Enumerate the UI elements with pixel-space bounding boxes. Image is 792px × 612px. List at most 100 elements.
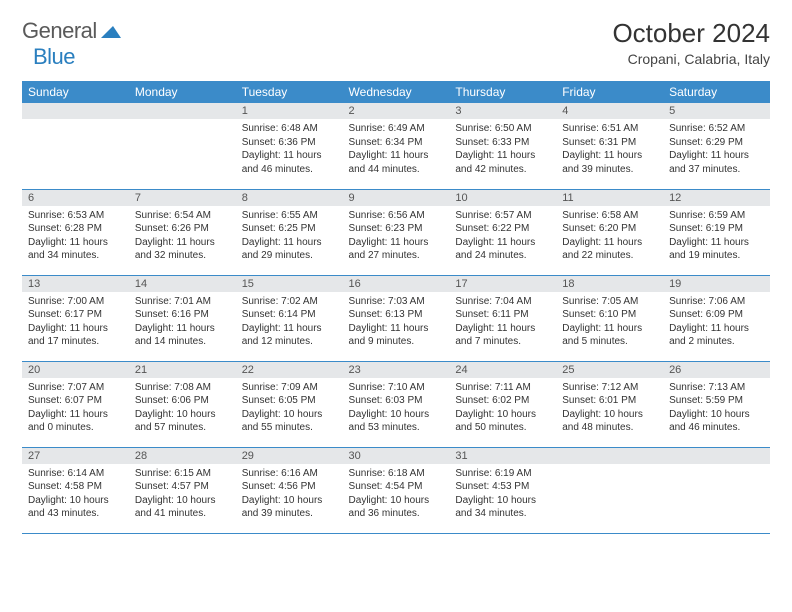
daylight-line: Daylight: 10 hours and 41 minutes.	[135, 494, 230, 521]
calendar-cell: 26Sunrise: 7:13 AMSunset: 5:59 PMDayligh…	[663, 361, 770, 447]
calendar-week: 13Sunrise: 7:00 AMSunset: 6:17 PMDayligh…	[22, 275, 770, 361]
calendar-cell: 30Sunrise: 6:18 AMSunset: 4:54 PMDayligh…	[343, 447, 450, 533]
day-body: Sunrise: 6:49 AMSunset: 6:34 PMDaylight:…	[343, 119, 450, 179]
daylight-line: Daylight: 11 hours and 17 minutes.	[28, 322, 123, 349]
sunrise-line: Sunrise: 6:16 AM	[242, 467, 337, 481]
calendar-cell: 10Sunrise: 6:57 AMSunset: 6:22 PMDayligh…	[449, 189, 556, 275]
day-number	[663, 448, 770, 464]
calendar-body: 1Sunrise: 6:48 AMSunset: 6:36 PMDaylight…	[22, 103, 770, 533]
day-number: 29	[236, 448, 343, 464]
sunrise-line: Sunrise: 7:07 AM	[28, 381, 123, 395]
sunrise-line: Sunrise: 6:49 AM	[349, 122, 444, 136]
sunset-line: Sunset: 6:06 PM	[135, 394, 230, 408]
sunset-line: Sunset: 6:36 PM	[242, 136, 337, 150]
header: General October 2024 Cropani, Calabria, …	[22, 18, 770, 67]
calendar-table: SundayMondayTuesdayWednesdayThursdayFrid…	[22, 81, 770, 534]
day-number: 13	[22, 276, 129, 292]
calendar-cell: 25Sunrise: 7:12 AMSunset: 6:01 PMDayligh…	[556, 361, 663, 447]
calendar-cell: 16Sunrise: 7:03 AMSunset: 6:13 PMDayligh…	[343, 275, 450, 361]
sunrise-line: Sunrise: 7:08 AM	[135, 381, 230, 395]
calendar-cell: 22Sunrise: 7:09 AMSunset: 6:05 PMDayligh…	[236, 361, 343, 447]
sunrise-line: Sunrise: 6:57 AM	[455, 209, 550, 223]
calendar-cell: 11Sunrise: 6:58 AMSunset: 6:20 PMDayligh…	[556, 189, 663, 275]
daylight-line: Daylight: 10 hours and 55 minutes.	[242, 408, 337, 435]
daylight-line: Daylight: 11 hours and 27 minutes.	[349, 236, 444, 263]
sunset-line: Sunset: 6:05 PM	[242, 394, 337, 408]
sunset-line: Sunset: 5:59 PM	[669, 394, 764, 408]
sunset-line: Sunset: 6:29 PM	[669, 136, 764, 150]
daylight-line: Daylight: 11 hours and 29 minutes.	[242, 236, 337, 263]
sunrise-line: Sunrise: 6:58 AM	[562, 209, 657, 223]
day-body: Sunrise: 7:03 AMSunset: 6:13 PMDaylight:…	[343, 292, 450, 352]
sunset-line: Sunset: 6:01 PM	[562, 394, 657, 408]
day-header: Saturday	[663, 81, 770, 103]
calendar-cell: 29Sunrise: 6:16 AMSunset: 4:56 PMDayligh…	[236, 447, 343, 533]
logo-text-blue-wrap: Blue	[33, 44, 75, 70]
day-number: 20	[22, 362, 129, 378]
day-body: Sunrise: 7:05 AMSunset: 6:10 PMDaylight:…	[556, 292, 663, 352]
day-body: Sunrise: 7:00 AMSunset: 6:17 PMDaylight:…	[22, 292, 129, 352]
location: Cropani, Calabria, Italy	[612, 51, 770, 67]
calendar-cell: 18Sunrise: 7:05 AMSunset: 6:10 PMDayligh…	[556, 275, 663, 361]
day-number: 9	[343, 190, 450, 206]
calendar-cell	[663, 447, 770, 533]
calendar-cell	[556, 447, 663, 533]
day-body: Sunrise: 6:56 AMSunset: 6:23 PMDaylight:…	[343, 206, 450, 266]
sunrise-line: Sunrise: 6:56 AM	[349, 209, 444, 223]
day-body: Sunrise: 7:07 AMSunset: 6:07 PMDaylight:…	[22, 378, 129, 438]
day-number	[556, 448, 663, 464]
daylight-line: Daylight: 11 hours and 5 minutes.	[562, 322, 657, 349]
day-header: Friday	[556, 81, 663, 103]
calendar-cell	[22, 103, 129, 189]
day-body: Sunrise: 7:12 AMSunset: 6:01 PMDaylight:…	[556, 378, 663, 438]
day-number: 12	[663, 190, 770, 206]
sunset-line: Sunset: 4:53 PM	[455, 480, 550, 494]
logo: General	[22, 18, 123, 44]
day-number: 11	[556, 190, 663, 206]
day-number: 28	[129, 448, 236, 464]
calendar-cell: 20Sunrise: 7:07 AMSunset: 6:07 PMDayligh…	[22, 361, 129, 447]
day-number: 18	[556, 276, 663, 292]
day-number: 6	[22, 190, 129, 206]
day-body: Sunrise: 6:19 AMSunset: 4:53 PMDaylight:…	[449, 464, 556, 524]
day-number: 8	[236, 190, 343, 206]
sunset-line: Sunset: 6:26 PM	[135, 222, 230, 236]
sunset-line: Sunset: 6:10 PM	[562, 308, 657, 322]
calendar-cell: 4Sunrise: 6:51 AMSunset: 6:31 PMDaylight…	[556, 103, 663, 189]
day-body: Sunrise: 6:18 AMSunset: 4:54 PMDaylight:…	[343, 464, 450, 524]
day-body: Sunrise: 6:50 AMSunset: 6:33 PMDaylight:…	[449, 119, 556, 179]
calendar-cell: 2Sunrise: 6:49 AMSunset: 6:34 PMDaylight…	[343, 103, 450, 189]
day-number: 15	[236, 276, 343, 292]
day-header: Wednesday	[343, 81, 450, 103]
daylight-line: Daylight: 10 hours and 48 minutes.	[562, 408, 657, 435]
sunset-line: Sunset: 6:23 PM	[349, 222, 444, 236]
daylight-line: Daylight: 10 hours and 43 minutes.	[28, 494, 123, 521]
calendar-cell: 14Sunrise: 7:01 AMSunset: 6:16 PMDayligh…	[129, 275, 236, 361]
day-number: 30	[343, 448, 450, 464]
sunset-line: Sunset: 4:57 PM	[135, 480, 230, 494]
sunrise-line: Sunrise: 7:00 AM	[28, 295, 123, 309]
day-number: 3	[449, 103, 556, 119]
calendar-week: 20Sunrise: 7:07 AMSunset: 6:07 PMDayligh…	[22, 361, 770, 447]
sunrise-line: Sunrise: 6:54 AM	[135, 209, 230, 223]
daylight-line: Daylight: 10 hours and 46 minutes.	[669, 408, 764, 435]
sunset-line: Sunset: 6:07 PM	[28, 394, 123, 408]
day-number: 16	[343, 276, 450, 292]
sunset-line: Sunset: 6:31 PM	[562, 136, 657, 150]
day-body: Sunrise: 7:09 AMSunset: 6:05 PMDaylight:…	[236, 378, 343, 438]
sunrise-line: Sunrise: 7:05 AM	[562, 295, 657, 309]
daylight-line: Daylight: 10 hours and 53 minutes.	[349, 408, 444, 435]
sunset-line: Sunset: 6:19 PM	[669, 222, 764, 236]
calendar-week: 27Sunrise: 6:14 AMSunset: 4:58 PMDayligh…	[22, 447, 770, 533]
calendar-cell: 24Sunrise: 7:11 AMSunset: 6:02 PMDayligh…	[449, 361, 556, 447]
daylight-line: Daylight: 11 hours and 37 minutes.	[669, 149, 764, 176]
day-body: Sunrise: 6:48 AMSunset: 6:36 PMDaylight:…	[236, 119, 343, 179]
sunrise-line: Sunrise: 7:03 AM	[349, 295, 444, 309]
daylight-line: Daylight: 11 hours and 44 minutes.	[349, 149, 444, 176]
daylight-line: Daylight: 11 hours and 39 minutes.	[562, 149, 657, 176]
sunset-line: Sunset: 6:33 PM	[455, 136, 550, 150]
day-body: Sunrise: 7:04 AMSunset: 6:11 PMDaylight:…	[449, 292, 556, 352]
day-body: Sunrise: 7:06 AMSunset: 6:09 PMDaylight:…	[663, 292, 770, 352]
sunrise-line: Sunrise: 7:06 AM	[669, 295, 764, 309]
calendar-cell: 8Sunrise: 6:55 AMSunset: 6:25 PMDaylight…	[236, 189, 343, 275]
